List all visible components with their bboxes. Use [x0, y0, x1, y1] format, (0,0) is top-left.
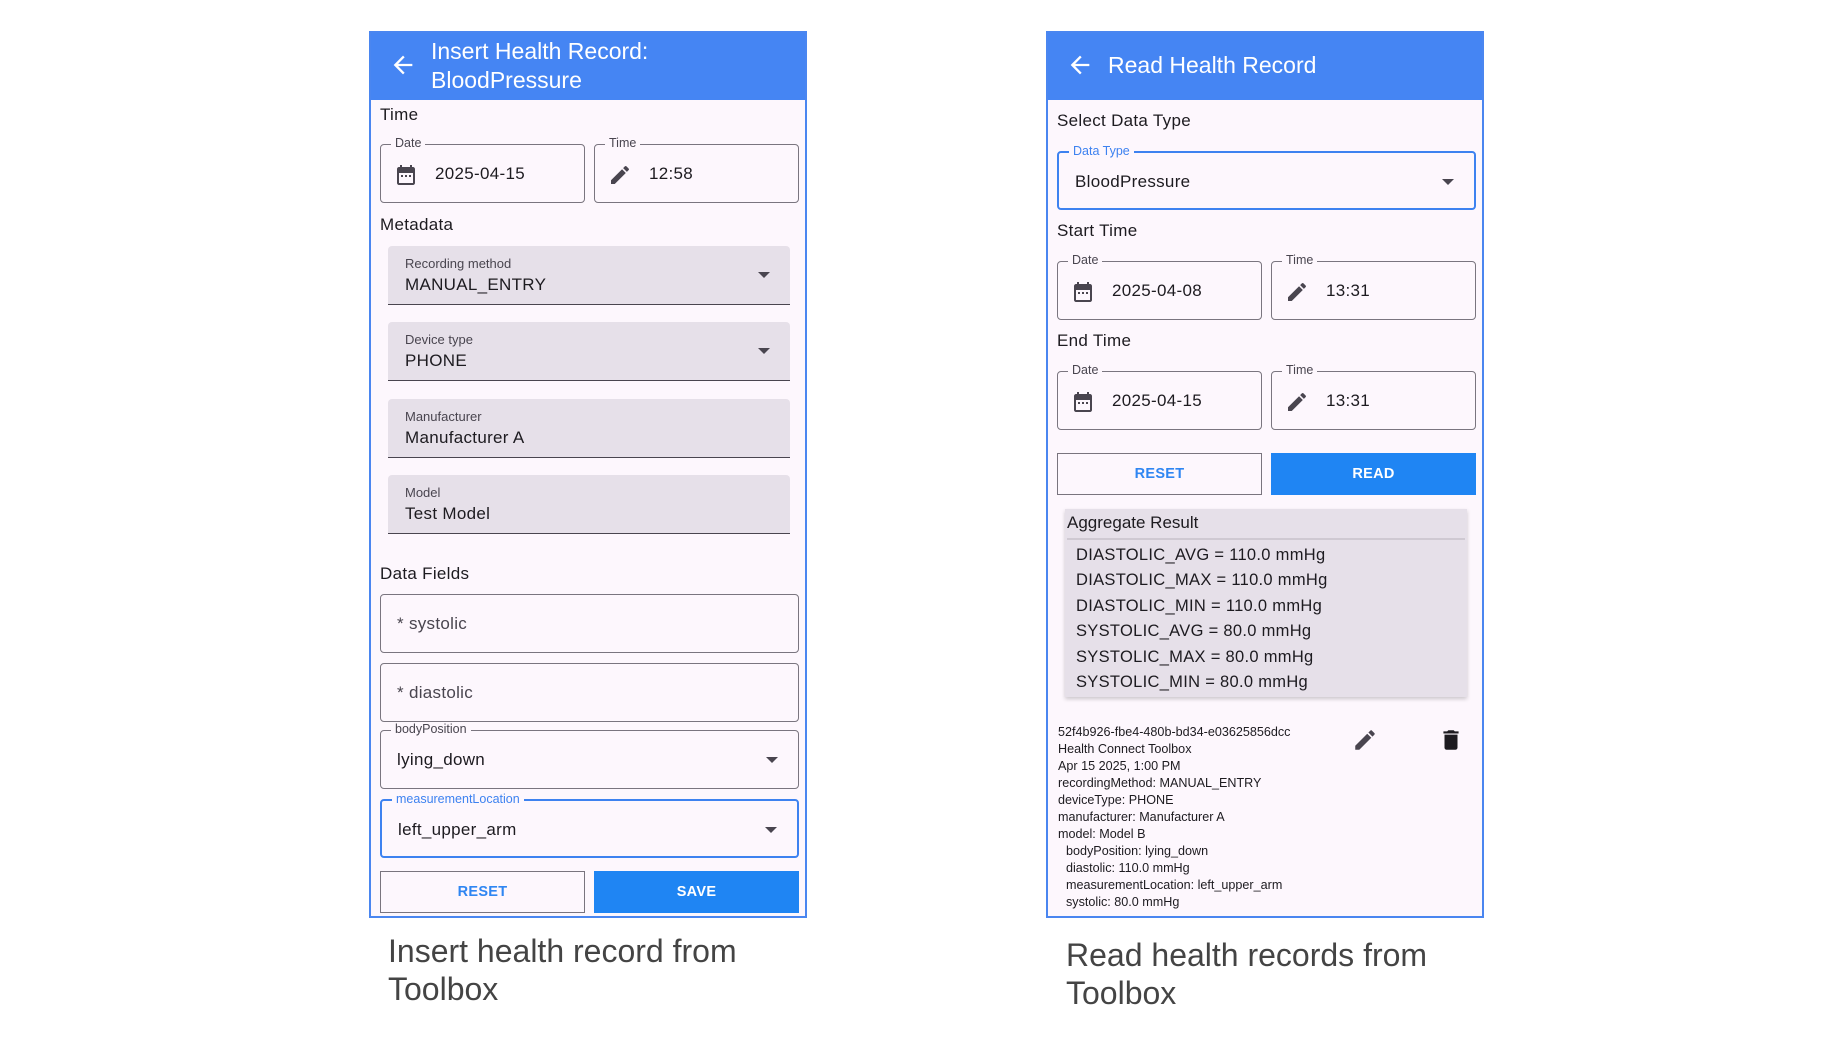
reset-button[interactable]: RESET [380, 871, 585, 913]
aggregate-line: DIASTOLIC_MAX = 110.0 mmHg [1076, 571, 1328, 589]
record-model: model: Model B [1058, 827, 1146, 841]
read-button[interactable]: READ [1271, 453, 1476, 495]
record-item: 52f4b926-fbe4-480b-bd34-e03625856dcc Hea… [1058, 724, 1290, 911]
page-title: Read Health Record [1108, 52, 1317, 78]
aggregate-title: Aggregate Result [1067, 513, 1199, 532]
chevron-down-icon [758, 348, 770, 354]
arrow-left-icon[interactable] [389, 51, 417, 79]
metadata-section-label: Metadata [380, 215, 454, 234]
data-type-label: Data Type [1069, 144, 1134, 158]
record-time: Apr 15 2025, 1:00 PM [1058, 759, 1181, 773]
end-time-label: End Time [1057, 331, 1132, 350]
pencil-icon[interactable] [1285, 390, 1309, 414]
manufacturer-label: Manufacturer [405, 409, 482, 424]
record-systolic: systolic: 80.0 mmHg [1066, 895, 1180, 909]
date-label: Date [391, 136, 426, 150]
aggregate-line: SYSTOLIC_MIN = 80.0 mmHg [1076, 673, 1309, 691]
systolic-input[interactable]: * systolic [380, 594, 799, 653]
model-value: Test Model [405, 504, 491, 523]
title-line-1: Insert Health Record: [431, 38, 649, 64]
aggregate-line: SYSTOLIC_MAX = 80.0 mmHg [1076, 648, 1314, 666]
diastolic-input[interactable]: * diastolic [380, 663, 799, 722]
start-time-label: Start Time [1057, 221, 1138, 240]
recording-method-value: MANUAL_ENTRY [405, 275, 547, 294]
measurement-location-value: left_upper_arm [398, 820, 517, 839]
measurement-location-dropdown[interactable]: measurementLocation left_upper_arm [380, 792, 799, 858]
time-label: Time [1282, 253, 1318, 267]
manufacturer-input[interactable]: Manufacturer Manufacturer A [388, 399, 790, 458]
body-position-label: bodyPosition [391, 722, 471, 736]
pencil-icon[interactable] [1352, 727, 1378, 753]
start-date-value: 2025-04-08 [1112, 281, 1202, 300]
page-title: Insert Health Record: BloodPressure [431, 37, 648, 95]
body-position-value: lying_down [397, 750, 486, 769]
time-label: Time [1282, 363, 1318, 377]
device-type-label: Device type [405, 332, 473, 347]
start-time-field[interactable]: Time 13:31 [1271, 253, 1476, 320]
calendar-icon[interactable] [1071, 390, 1095, 414]
data-type-value: BloodPressure [1075, 172, 1191, 191]
record-app: Health Connect Toolbox [1058, 742, 1192, 756]
record-id: 52f4b926-fbe4-480b-bd34-e03625856dcc [1058, 725, 1291, 739]
arrow-left-icon[interactable] [1066, 51, 1094, 79]
record-body-position: bodyPosition: lying_down [1066, 844, 1209, 858]
start-time-value: 13:31 [1326, 281, 1371, 300]
aggregate-result-card: Aggregate Result DIASTOLIC_AVG = 110.0 m… [1065, 509, 1467, 697]
title-line-2: BloodPressure [431, 67, 582, 93]
record-device-type: deviceType: PHONE [1058, 793, 1174, 807]
end-date-value: 2025-04-15 [1112, 391, 1202, 410]
calendar-icon[interactable] [394, 163, 418, 187]
chevron-down-icon [1442, 179, 1454, 185]
aggregate-line: DIASTOLIC_AVG = 110.0 mmHg [1076, 546, 1326, 564]
end-time-value: 13:31 [1326, 391, 1371, 410]
body-position-dropdown[interactable]: bodyPosition lying_down [380, 722, 799, 789]
date-label: Date [1068, 363, 1103, 377]
app-bar: Insert Health Record: BloodPressure [371, 33, 805, 100]
select-data-type-label: Select Data Type [1057, 111, 1191, 130]
read-caption: Read health records from Toolbox [1066, 937, 1428, 1011]
data-type-dropdown[interactable]: Data Type BloodPressure [1057, 144, 1476, 210]
date-value: 2025-04-15 [435, 164, 525, 183]
record-recording-method: recordingMethod: MANUAL_ENTRY [1058, 776, 1262, 790]
read-screen: Read Health Record Select Data Type Data… [1046, 31, 1484, 918]
insert-caption: Insert health record from Toolbox [388, 933, 737, 1007]
date-field[interactable]: Date 2025-04-15 [380, 136, 585, 203]
chevron-down-icon [766, 757, 778, 763]
app-bar: Read Health Record [1048, 33, 1482, 100]
model-label: Model [405, 485, 441, 500]
record-manufacturer: manufacturer: Manufacturer A [1058, 810, 1225, 824]
measurement-location-label: measurementLocation [392, 792, 524, 806]
end-time-field[interactable]: Time 13:31 [1271, 363, 1476, 430]
aggregate-line: SYSTOLIC_AVG = 80.0 mmHg [1076, 622, 1312, 640]
model-input[interactable]: Model Test Model [388, 475, 790, 534]
aggregate-line: DIASTOLIC_MIN = 110.0 mmHg [1076, 597, 1323, 615]
time-section-label: Time [380, 105, 419, 124]
chevron-down-icon [765, 827, 777, 833]
systolic-placeholder: * systolic [397, 614, 468, 633]
trash-icon[interactable] [1438, 727, 1464, 753]
device-type-value: PHONE [405, 351, 467, 370]
recording-method-label: Recording method [405, 256, 512, 271]
divider [1067, 538, 1465, 540]
reset-button[interactable]: RESET [1057, 453, 1262, 495]
pencil-icon[interactable] [1285, 280, 1309, 304]
end-date-field[interactable]: Date 2025-04-15 [1057, 363, 1262, 430]
device-type-dropdown[interactable]: Device type PHONE [388, 322, 790, 381]
diastolic-placeholder: * diastolic [397, 683, 474, 702]
date-label: Date [1068, 253, 1103, 267]
chevron-down-icon [758, 272, 770, 278]
time-label: Time [605, 136, 641, 150]
pencil-icon[interactable] [608, 163, 632, 187]
record-diastolic: diastolic: 110.0 mmHg [1066, 861, 1190, 875]
calendar-icon[interactable] [1071, 280, 1095, 304]
recording-method-dropdown[interactable]: Recording method MANUAL_ENTRY [388, 246, 790, 305]
time-value: 12:58 [649, 164, 694, 183]
insert-screen: Insert Health Record: BloodPressure Time … [369, 31, 807, 918]
data-fields-section-label: Data Fields [380, 564, 470, 583]
time-field[interactable]: Time 12:58 [594, 136, 799, 203]
start-date-field[interactable]: Date 2025-04-08 [1057, 253, 1262, 320]
manufacturer-value: Manufacturer A [405, 428, 525, 447]
save-button[interactable]: SAVE [594, 871, 799, 913]
record-measurement-location: measurementLocation: left_upper_arm [1066, 878, 1283, 892]
